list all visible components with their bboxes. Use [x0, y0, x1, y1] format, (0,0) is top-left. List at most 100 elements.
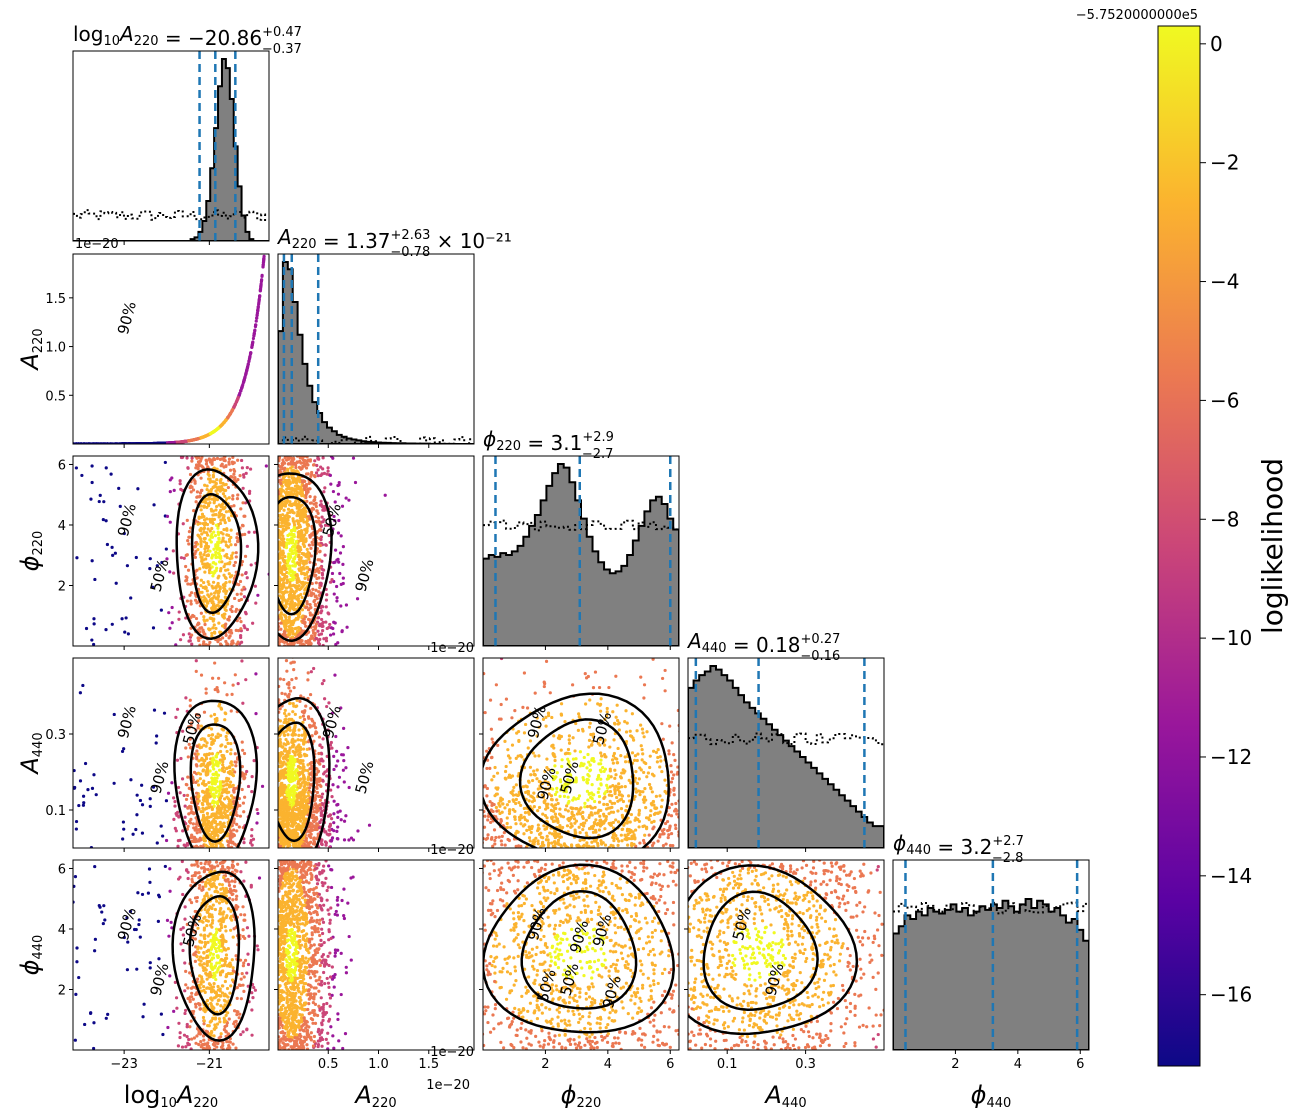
scatter-point: [210, 752, 214, 756]
scatter-point: [279, 465, 283, 469]
scatter-point: [317, 519, 321, 524]
scatter-point: [330, 816, 334, 821]
scatter-point: [221, 636, 225, 640]
scatter-point: [305, 599, 309, 604]
scatter-point: [173, 800, 177, 804]
scatter-point: [206, 553, 210, 557]
panel-phi220-vs-A220: 50%90%1e−20: [274, 455, 475, 656]
scatter-point: [185, 456, 189, 460]
scatter-point: [289, 456, 293, 460]
scatter-point: [228, 580, 232, 584]
scatter-point: [193, 598, 198, 602]
scatter-point: [290, 626, 294, 630]
scatter-point: [148, 567, 152, 571]
scatter-point: [267, 205, 270, 208]
scatter-point: [286, 620, 290, 625]
scatter-point: [308, 458, 313, 462]
scatter-point: [341, 768, 345, 772]
scatter-point: [244, 678, 248, 682]
scatter-point: [290, 597, 294, 601]
scatter-point: [245, 544, 249, 548]
scatter-point: [242, 810, 246, 814]
scatter-point: [242, 475, 246, 479]
scatter-point: [222, 527, 226, 532]
scatter-point: [221, 536, 225, 540]
scatter-point: [263, 251, 266, 254]
scatter-point: [278, 495, 281, 499]
scatter-point: [262, 257, 266, 261]
scatter-point: [305, 547, 309, 552]
scatter-point: [208, 529, 212, 533]
scatter-point: [114, 581, 118, 585]
scatter-point: [289, 793, 294, 797]
scatter-point: [228, 587, 232, 591]
scatter-point: [328, 832, 332, 836]
scatter-point: [288, 510, 292, 514]
scatter-point: [283, 708, 287, 712]
scatter-point: [151, 785, 156, 789]
scatter-point: [216, 486, 220, 490]
scatter-point: [296, 629, 300, 633]
scatter-point: [168, 626, 172, 630]
scatter-point: [309, 546, 313, 550]
scatter-point: [235, 497, 240, 501]
scatter-point: [279, 612, 283, 616]
scatter-point: [225, 809, 229, 813]
scatter-point: [219, 806, 223, 810]
scatter-point: [313, 475, 317, 479]
scatter-point: [140, 831, 145, 835]
scatter-point: [213, 820, 218, 824]
scatter-point: [222, 513, 226, 518]
scatter-point: [227, 537, 232, 542]
scatter-point: [317, 590, 321, 594]
scatter-point: [303, 512, 308, 517]
scatter-point: [242, 751, 247, 756]
scatter-point: [81, 683, 85, 688]
scatter-point: [305, 566, 309, 570]
scatter-point: [240, 765, 244, 769]
scatter-point: [330, 571, 335, 576]
scatter-point: [234, 811, 238, 815]
scatter-point: [205, 522, 210, 527]
scatter-point: [194, 500, 198, 504]
scatter-point: [295, 759, 300, 763]
scatter-point: [287, 556, 291, 560]
scatter-point: [181, 522, 185, 526]
scatter-point: [212, 813, 216, 818]
scatter-point: [248, 841, 253, 845]
scatter-point: [196, 783, 201, 787]
scatter-point: [229, 748, 233, 752]
scatter-point: [232, 472, 236, 476]
scatter-point: [209, 821, 213, 825]
scatter-point: [113, 551, 117, 555]
scatter-point: [308, 495, 312, 499]
scatter-point: [336, 810, 340, 814]
scatter-point: [304, 624, 308, 628]
scatter-point: [225, 766, 229, 770]
scatter-point: [212, 602, 216, 606]
scatter-point: [303, 487, 307, 492]
scatter-point: [295, 603, 299, 607]
scatter-point: [316, 542, 320, 546]
scatter-point: [230, 554, 234, 558]
scatter-point: [319, 581, 323, 585]
scatter-point: [202, 435, 206, 439]
scatter-point: [304, 554, 308, 558]
scatter-point: [207, 473, 211, 478]
scatter-point: [189, 490, 193, 494]
scatter-point: [278, 492, 281, 496]
scatter-point: [205, 768, 209, 773]
scatter-point: [227, 615, 232, 619]
scatter-point: [210, 733, 214, 737]
scatter-point: [278, 643, 281, 646]
scatter-point: [284, 546, 289, 550]
scatter-point: [308, 560, 312, 564]
scatter-point: [81, 794, 86, 798]
scatter-point: [224, 734, 228, 739]
scatter-point: [300, 595, 304, 600]
scatter-point: [260, 273, 264, 277]
scatter-point: [254, 601, 258, 605]
contour-90: [173, 699, 259, 848]
scatter-point: [226, 533, 231, 537]
panel-phi220-vs-phi220: ϕ220 = 3.1+2.9 −2.7: [482, 427, 680, 650]
